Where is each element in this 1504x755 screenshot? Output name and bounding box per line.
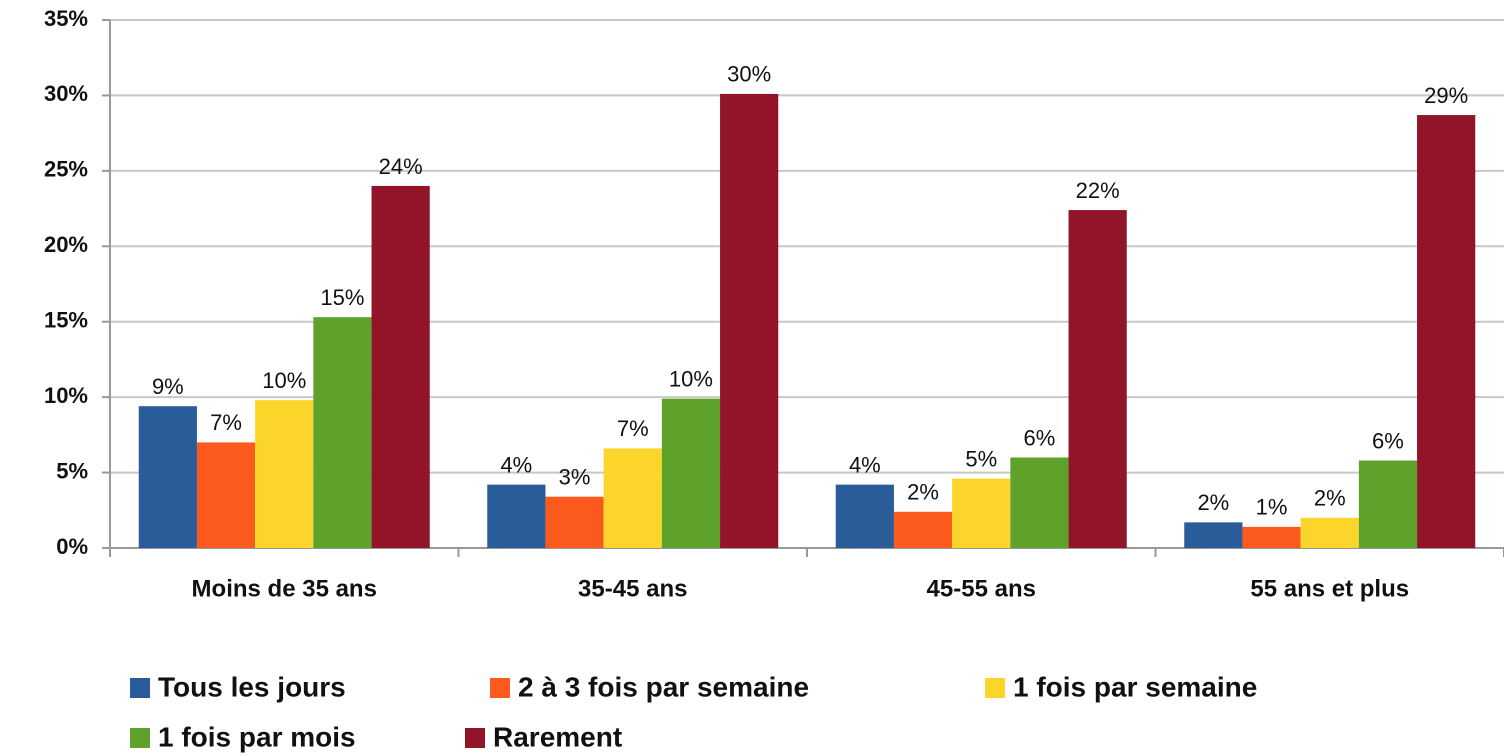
x-tick-label: 35-45 ans [578, 575, 687, 602]
legend-label: Rarement [493, 721, 622, 752]
bar [952, 478, 1011, 548]
bar [893, 511, 953, 548]
y-tick-label: 25% [44, 157, 88, 182]
value-label: 10% [262, 368, 306, 393]
bar [1068, 210, 1127, 548]
bar [138, 406, 197, 548]
bar [313, 317, 372, 548]
y-tick-label: 10% [44, 383, 88, 408]
y-tick-label: 0% [56, 534, 88, 559]
value-label: 7% [617, 416, 649, 441]
value-label: 2% [1314, 486, 1346, 511]
bar [1184, 522, 1243, 548]
value-label: 15% [320, 285, 364, 310]
value-label: 29% [1424, 83, 1468, 108]
bar [1417, 115, 1476, 548]
bar [196, 442, 256, 548]
value-label: 2% [907, 480, 939, 505]
value-label: 22% [1076, 178, 1120, 203]
value-label: 4% [849, 452, 881, 477]
value-label: 5% [965, 446, 997, 471]
bar [1300, 517, 1359, 548]
bar [1242, 526, 1301, 548]
bar [661, 398, 721, 548]
bar [1358, 460, 1418, 548]
bar [255, 400, 314, 548]
x-tick-label: 45-55 ans [927, 575, 1036, 602]
value-label: 7% [210, 410, 242, 435]
value-label: 6% [1372, 428, 1404, 453]
legend-swatch [985, 678, 1005, 698]
legend-swatch [130, 678, 150, 698]
value-label: 9% [152, 374, 184, 399]
y-tick-label: 20% [44, 232, 88, 257]
legend-label: 1 fois par mois [158, 721, 356, 752]
value-label: 1% [1256, 495, 1288, 520]
legend-swatch [130, 728, 150, 748]
bar [720, 93, 779, 549]
value-label: 2% [1197, 490, 1229, 515]
legend-label: 1 fois par semaine [1013, 671, 1257, 702]
y-tick-label: 5% [56, 458, 88, 483]
bar [603, 448, 662, 548]
legend-swatch [490, 678, 510, 698]
bar [371, 185, 430, 548]
value-label: 30% [727, 62, 771, 87]
legend-swatch [465, 728, 485, 748]
legend-label: 2 à 3 fois par semaine [518, 671, 809, 702]
value-label: 10% [669, 366, 713, 391]
y-tick-label: 15% [44, 308, 88, 333]
legend-label: Tous les jours [158, 671, 346, 702]
x-tick-label: 55 ans et plus [1250, 575, 1409, 602]
bar [487, 484, 546, 548]
value-label: 24% [379, 154, 423, 179]
value-label: 6% [1024, 425, 1056, 450]
value-label: 3% [559, 465, 591, 490]
y-tick-label: 35% [44, 6, 88, 31]
value-label: 4% [500, 452, 532, 477]
bar [1010, 457, 1069, 548]
y-tick-label: 30% [44, 81, 88, 106]
x-tick-label: Moins de 35 ans [192, 575, 377, 602]
bar [835, 484, 894, 548]
bar [545, 496, 604, 548]
